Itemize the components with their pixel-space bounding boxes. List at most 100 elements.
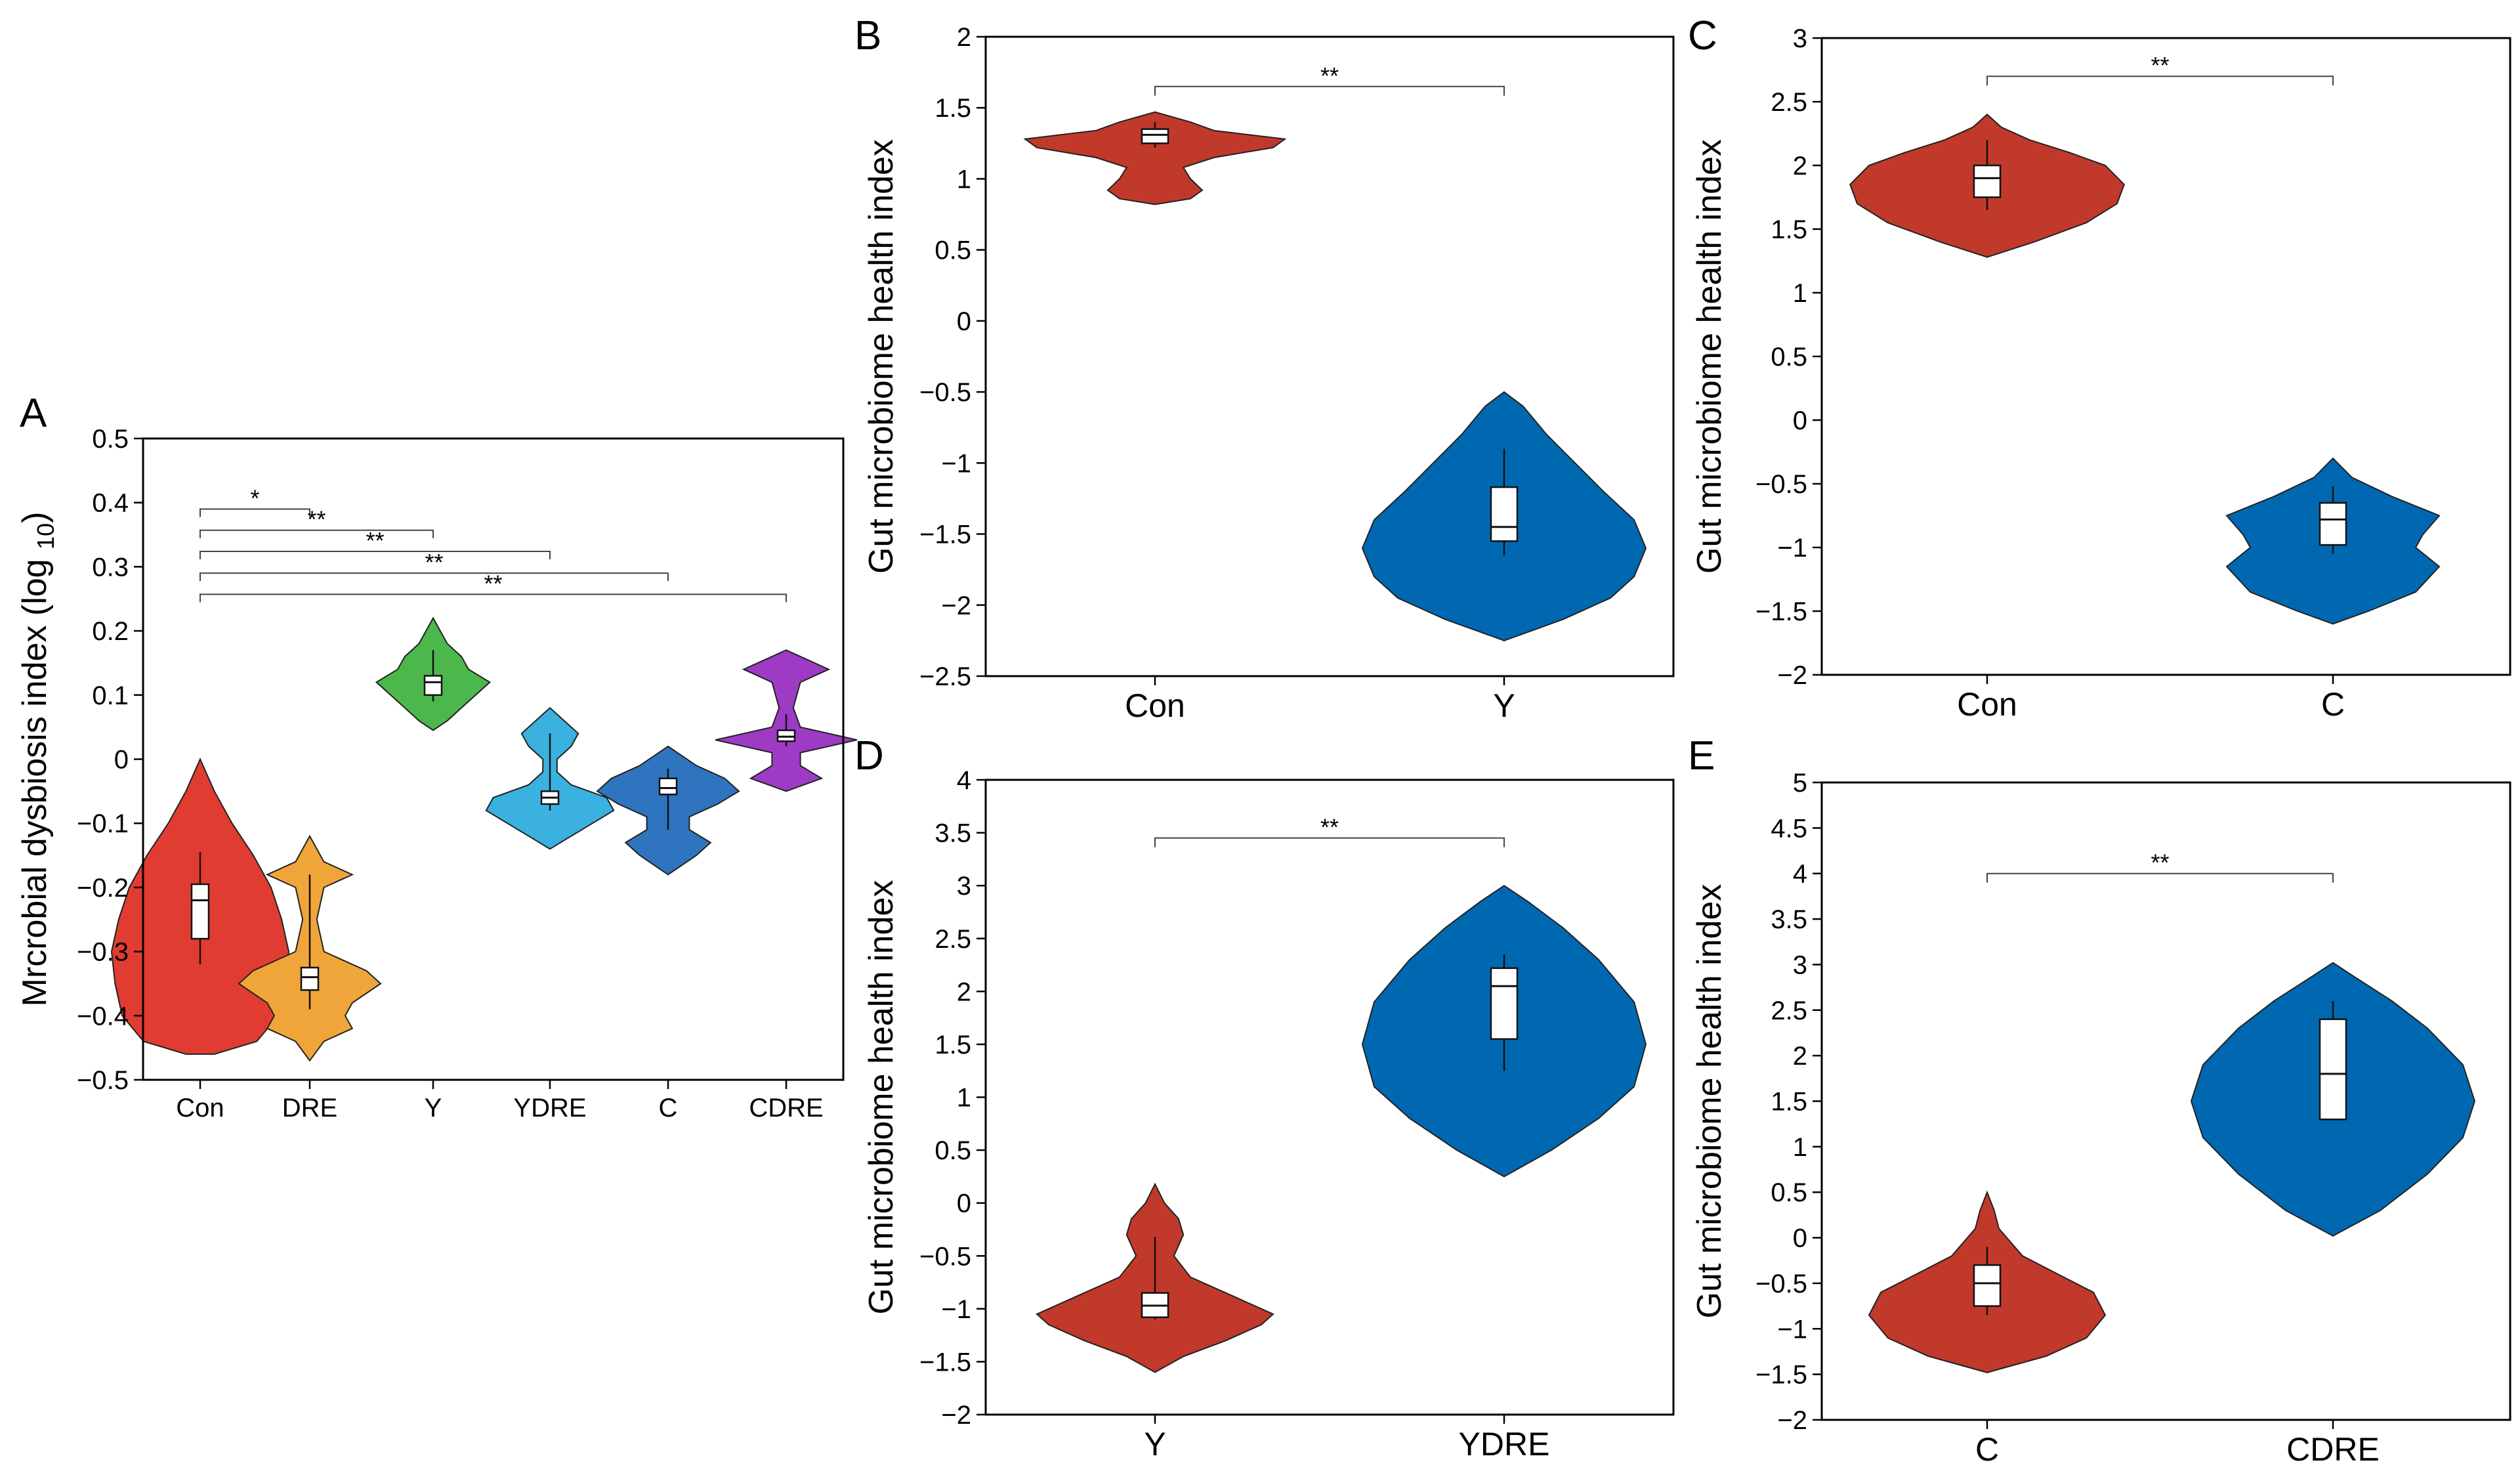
y-tick-label: −0.5 [919,1242,971,1271]
significance-label: ** [425,549,443,576]
y-tick-label: 3.5 [1771,905,1807,934]
violin-ydre [1361,884,1647,1178]
y-tick-label: −0.5 [77,1066,129,1095]
violin-y [375,616,492,731]
box [1973,164,2002,198]
box [300,966,320,991]
significance-label: ** [1320,62,1339,89]
violin-c [1868,1190,2107,1373]
y-tick-label: −1 [1777,1315,1807,1344]
y-tick-label: 1.5 [1771,215,1807,244]
y-tick-label: 0.5 [1771,343,1807,372]
significance-bracket [1986,872,2334,883]
significance-bracket [1154,837,1505,847]
y-tick-label: 4 [1793,860,1807,889]
box [1490,967,1519,1040]
panel-e: E ** −2 −1.5 −1 −0.5 0 0.5 1 1.5 2 2.5 3 3.5 4 4.5 5 C CDR… [1688,733,2511,1468]
y-tick-label: 0 [1793,406,1807,435]
box [1490,486,1519,542]
y-tick-label: 0.4 [92,489,129,518]
x-tick-label: YDRE [1459,1426,1550,1463]
violin-dre [238,834,382,1062]
y-axis-title: Gut microbiome health index [1690,139,1729,574]
significance-label: ** [2151,849,2169,876]
significance-label: ** [2151,52,2169,79]
violin-con [1023,111,1287,205]
y-tick-label: 0 [957,1189,971,1218]
y-tick-label: 3 [1793,24,1807,53]
y-tick-label: 4 [957,766,971,795]
y-tick-label: −2.5 [919,662,971,691]
y-tick-label: −0.3 [77,938,129,967]
x-tick-label: CDRE [749,1094,823,1122]
y-axis-title: Gut microbiome health index [862,139,900,574]
y-tick-label: −0.5 [919,378,971,407]
violin-shape [1023,111,1287,205]
significance-label: * [250,484,259,511]
significance-bracket [200,572,669,582]
x-tick-label: YDRE [513,1094,586,1122]
significance-bracket [200,550,551,559]
y-tick-label: −1.5 [919,521,971,549]
y-tick-label: −1.5 [1755,597,1807,626]
panel-d: D ** −2 −1.5 −1 −0.5 0 0.5 1 1.5 2 2.5 3 3.5 4 Y YDRE Gut… [854,733,1675,1463]
significance-label: ** [1320,814,1339,841]
significance-bracket [1986,75,2334,86]
significance-label: ** [366,527,384,554]
y-tick-label: 1.5 [934,1031,971,1059]
y-axis-title: Gut microbiome health index [1690,884,1729,1319]
y-tick-label: −1 [941,449,971,478]
y-tick-label: 2 [1793,152,1807,181]
panel-c: C ** −2 −1.5 −1 −0.5 0 0.5 1 1.5 2 2.5 3 Con C Gut micr… [1688,13,2511,723]
y-tick-label: 1.5 [1771,1088,1807,1117]
y-tick-label: 3 [1793,951,1807,979]
y-tick-label: 3.5 [934,819,971,848]
panel-a: A*********−0.5−0.4−0.3−0.2−0.100.10.20.3… [16,391,858,1122]
x-tick-label: C [2321,686,2345,723]
y-tick-label: −0.4 [77,1002,129,1031]
y-tick-label: 2.5 [1771,996,1807,1025]
y-tick-label: 0.3 [92,553,129,582]
y-tick-label: 1 [1793,279,1807,308]
significance-bracket [200,593,787,603]
y-axis-title: Mrcrobial dysbiosis index (log 10) [16,512,59,1007]
box [2319,1018,2347,1121]
y-tick-label: 1.5 [934,94,971,123]
y-tick-label: 3 [957,872,971,901]
x-tick-label: C [659,1094,678,1122]
box [423,675,443,696]
y-tick-label: 0.5 [934,236,971,265]
panel-label: E [1688,733,1715,779]
violin-c [2225,457,2441,625]
box [1141,128,1169,144]
panel-label: A [20,391,47,436]
y-tick-label: 0 [114,746,129,775]
x-tick-label: Y [1493,687,1515,724]
violin-ydre [485,706,615,850]
y-tick-label: 0.2 [92,617,129,646]
significance-bracket [200,508,310,517]
violin-con [110,758,290,1055]
x-tick-label: Con [1957,686,2017,723]
y-tick-label: −2 [1777,661,1807,690]
violin-y [1036,1182,1274,1373]
y-tick-label: 0.1 [92,681,129,710]
y-tick-label: 2.5 [934,925,971,954]
y-tick-label: 0 [1793,1224,1807,1253]
box [2319,502,2347,546]
significance-label: ** [307,506,326,533]
box [190,883,210,940]
y-tick-label: 0 [957,307,971,336]
y-tick-label: 1 [1793,1133,1807,1162]
y-tick-label: 2 [1793,1042,1807,1071]
box [658,777,678,796]
violin-cdre [715,649,858,792]
y-tick-label: 4.5 [1771,814,1807,843]
x-tick-label: Y [425,1094,442,1122]
x-tick-label: C [1975,1431,1999,1468]
significance-label: ** [484,570,502,597]
y-tick-label: −1 [941,1295,971,1324]
violin-cdre [2190,962,2476,1237]
y-tick-label: −1.5 [1755,1361,1807,1390]
